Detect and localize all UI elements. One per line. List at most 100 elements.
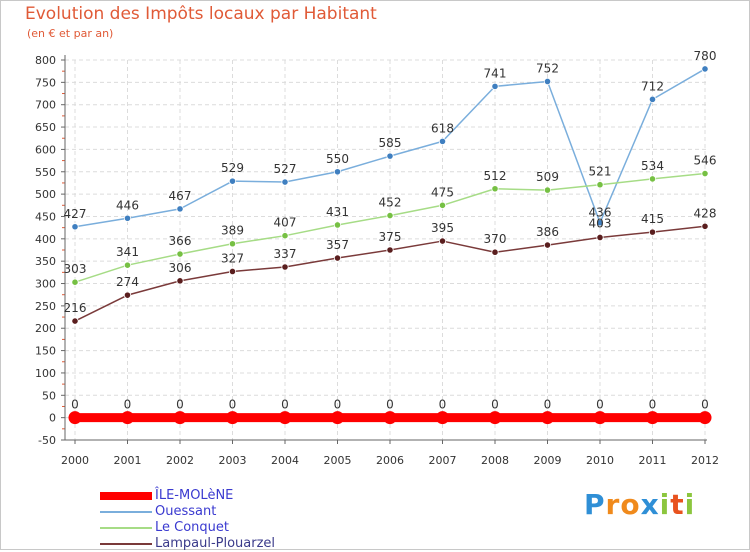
y-tick-label: 650 [35, 121, 56, 134]
y-tick-label: 50 [42, 389, 56, 402]
series-layer [68, 65, 712, 425]
series-point-2 [333, 221, 342, 229]
data-label: 0 [596, 398, 604, 412]
data-label: 475 [431, 185, 454, 199]
series-point-2 [228, 240, 237, 248]
data-label: 546 [694, 154, 717, 168]
series-point-0 [593, 411, 607, 425]
y-tick-label: 550 [35, 166, 56, 179]
series-point-3 [281, 263, 289, 271]
y-tick-label: 700 [35, 99, 56, 112]
legend-swatch [100, 492, 152, 500]
data-label: 327 [221, 251, 244, 265]
y-tick-label: 150 [35, 345, 56, 358]
data-label: 529 [221, 161, 244, 175]
legend-swatch [100, 543, 152, 545]
data-label: 395 [431, 221, 454, 235]
data-label: 0 [439, 398, 447, 412]
data-label: 618 [431, 121, 454, 135]
series-point-3 [491, 248, 499, 256]
data-label: 534 [641, 159, 664, 173]
x-tick-label: 2003 [219, 454, 247, 467]
logo-letter: P [584, 488, 606, 521]
series-point-1 [281, 178, 289, 186]
data-labels: 0 0 0 0 0 0 0 0 0 0 0 0 0 427 446 467 529 527 550 585 618 741… [64, 49, 717, 412]
series-point-0 [436, 411, 449, 425]
chart-title: Evolution des Impôts locaux par Habitant [25, 4, 377, 24]
data-label: 527 [274, 162, 297, 176]
series-point-0 [698, 411, 712, 425]
data-label: 741 [484, 66, 507, 80]
series-point-0 [646, 411, 659, 425]
proxiti-logo: Proxiti [584, 488, 695, 521]
y-tick-label: -50 [38, 434, 56, 447]
data-label: 0 [281, 398, 289, 412]
legend-item: ÎLE-MOLèNE [100, 488, 360, 504]
data-label: 0 [544, 398, 552, 412]
data-label: 216 [64, 301, 87, 315]
data-label: 386 [536, 225, 559, 239]
x-tick-label: 2006 [376, 454, 404, 467]
y-tick-label: 250 [35, 300, 56, 313]
data-label: 415 [641, 212, 664, 226]
x-tick-label: 2011 [639, 454, 667, 467]
x-tick-label: 2000 [61, 454, 89, 467]
series-point-1 [123, 214, 132, 222]
series-point-0 [68, 411, 82, 425]
x-tick-label: 2002 [166, 454, 194, 467]
series-point-2 [701, 169, 709, 178]
series-point-0 [121, 411, 134, 425]
series-point-1 [543, 77, 552, 86]
legend-swatch [100, 511, 152, 513]
series-point-1 [71, 223, 79, 231]
data-label: 752 [536, 61, 559, 75]
legend-label: Le Conquet [155, 520, 230, 535]
y-tick-label: 350 [35, 255, 56, 268]
data-label: 427 [64, 207, 87, 221]
series-point-1 [491, 82, 499, 90]
data-label: 403 [589, 216, 612, 230]
data-label: 366 [169, 234, 192, 248]
data-label: 407 [274, 216, 297, 230]
legend-item: Ouessant [100, 504, 360, 520]
data-label: 512 [484, 169, 507, 183]
series-point-1 [333, 168, 342, 176]
series-point-3 [438, 237, 447, 245]
data-label: 375 [379, 230, 402, 244]
series-point-3 [648, 228, 657, 236]
data-label: 389 [221, 224, 244, 238]
series-point-3 [701, 222, 709, 230]
legend-label: Ouessant [155, 504, 217, 519]
series-point-2 [176, 250, 184, 258]
data-label: 0 [229, 398, 237, 412]
legend-item: Le Conquet [100, 520, 360, 536]
series-point-0 [331, 411, 344, 425]
series-point-2 [386, 211, 394, 220]
y-tick-label: 750 [35, 76, 56, 89]
data-label: 509 [536, 170, 559, 184]
data-label: 446 [116, 198, 139, 212]
data-label: 585 [379, 136, 402, 150]
series-point-2 [648, 175, 657, 183]
y-tick-label: 200 [35, 322, 56, 335]
data-label: 357 [326, 238, 349, 252]
data-label: 0 [334, 398, 342, 412]
x-tick-label: 2007 [429, 454, 457, 467]
series-point-1 [228, 177, 237, 185]
data-label: 274 [116, 275, 139, 289]
data-label: 780 [694, 49, 717, 63]
data-label: 428 [694, 206, 717, 220]
logo-letter: i [684, 488, 696, 521]
series-point-3 [176, 277, 184, 285]
series-point-2 [281, 232, 289, 240]
legend-item: Lampaul-Plouarzel [100, 536, 360, 552]
series-point-1 [438, 137, 447, 145]
series-point-3 [123, 291, 132, 299]
series-point-2 [491, 185, 499, 193]
y-tick-label: 500 [35, 188, 56, 201]
data-label: 712 [641, 79, 664, 93]
data-label: 337 [274, 247, 297, 261]
series-point-1 [701, 65, 709, 73]
